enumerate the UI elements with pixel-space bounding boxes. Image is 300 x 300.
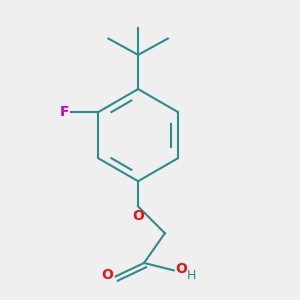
- Text: H: H: [187, 269, 196, 282]
- Text: O: O: [175, 262, 187, 277]
- Text: O: O: [132, 208, 144, 223]
- Text: O: O: [102, 268, 113, 282]
- Text: F: F: [60, 105, 69, 119]
